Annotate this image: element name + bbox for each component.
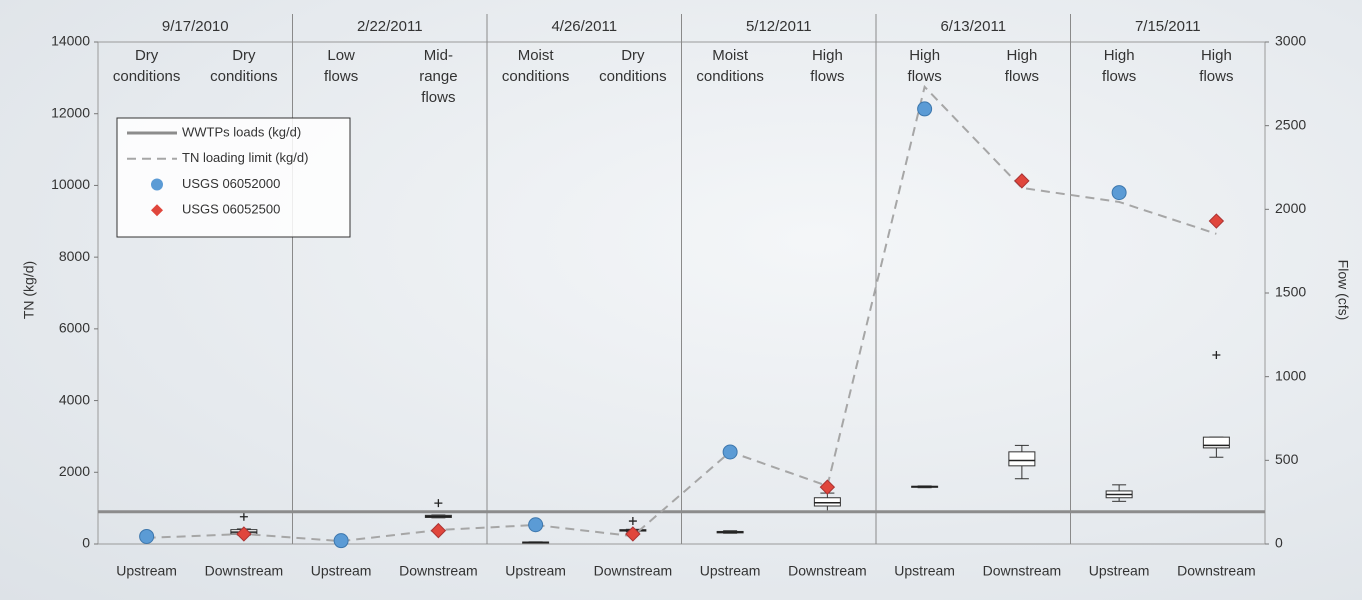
marker [1208, 213, 1225, 229]
y-tick-label: 8000 [59, 248, 90, 264]
marker [333, 533, 349, 549]
condition-label: High flows [810, 47, 845, 85]
y-tick-label: 6000 [59, 320, 90, 336]
x-tick-label: Downstream [983, 563, 1062, 579]
legend-label: WWTPs loads (kg/d) [182, 124, 301, 139]
condition-label: Low flows [324, 47, 359, 85]
y-tick-label: 10000 [51, 176, 90, 192]
x-tick-label: Upstream [116, 563, 177, 579]
condition-label: Moist conditions [501, 47, 570, 85]
condition-label: Dry conditions [210, 47, 278, 85]
y2-tick-label: 3000 [1275, 33, 1306, 49]
x-tick-label: Downstream [205, 563, 284, 579]
marker [722, 444, 738, 460]
box [1008, 451, 1036, 467]
y2-tick-label: 1500 [1275, 284, 1306, 300]
y2-tick-label: 1000 [1275, 367, 1306, 383]
x-tick-label: Upstream [894, 563, 955, 579]
group-label: 4/26/2011 [551, 18, 617, 35]
group-label: 7/15/2011 [1135, 18, 1201, 35]
group-label: 2/22/2011 [357, 18, 423, 35]
marker [917, 101, 933, 117]
x-tick-label: Upstream [700, 563, 761, 579]
legend-label: TN loading limit (kg/d) [182, 150, 308, 165]
condition-label: High flows [1102, 47, 1137, 85]
y-tick-label: 14000 [51, 33, 90, 49]
y2-axis-title: Flow (cfs) [1335, 260, 1351, 321]
x-tick-label: Downstream [594, 563, 673, 579]
group-label: 6/13/2011 [940, 18, 1006, 35]
x-tick-label: Downstream [399, 563, 478, 579]
condition-label: Mid-range flows [419, 47, 458, 106]
x-tick-label: Upstream [505, 563, 566, 579]
condition-label: Moist conditions [696, 47, 764, 85]
marker [819, 479, 836, 495]
legend-swatch [151, 204, 163, 217]
condition-label: Dry conditions [112, 47, 181, 85]
x-tick-label: Upstream [1089, 563, 1150, 579]
condition-label: Dry conditions [599, 47, 667, 85]
marker [430, 522, 447, 539]
y2-tick-label: 500 [1275, 451, 1299, 467]
y-tick-label: 2000 [59, 463, 90, 479]
marker [625, 526, 641, 542]
marker [1014, 173, 1030, 189]
y-tick-label: 4000 [59, 391, 90, 407]
y2-tick-label: 2000 [1275, 200, 1306, 216]
x-tick-label: Upstream [311, 563, 372, 579]
box [1202, 436, 1230, 449]
group-label: 5/12/2011 [746, 18, 812, 35]
outlier [1212, 351, 1221, 360]
y2-tick-label: 2500 [1275, 116, 1306, 132]
marker [236, 526, 252, 542]
outlier [239, 512, 248, 521]
y2-tick-label: 0 [1275, 535, 1283, 551]
legend-label: USGS 06052500 [182, 202, 280, 217]
group-label: 9/17/2010 [162, 18, 229, 35]
outlier [628, 517, 637, 526]
legend-swatch [151, 178, 163, 191]
condition-label: High flows [907, 47, 942, 85]
legend-box [116, 117, 351, 238]
legend-label: USGS 06052000 [182, 176, 280, 191]
marker [528, 517, 544, 533]
x-tick-label: Downstream [788, 563, 867, 579]
y-axis-title: TN (kg/d) [21, 261, 37, 319]
x-tick-label: Downstream [1177, 563, 1256, 579]
y-tick-label: 0 [82, 535, 90, 551]
condition-label: High flows [1004, 47, 1039, 85]
box [813, 497, 841, 507]
y-tick-label: 12000 [51, 104, 90, 120]
marker [139, 528, 155, 544]
outlier [434, 499, 443, 508]
marker [1111, 185, 1127, 201]
condition-label: High flows [1199, 47, 1234, 85]
